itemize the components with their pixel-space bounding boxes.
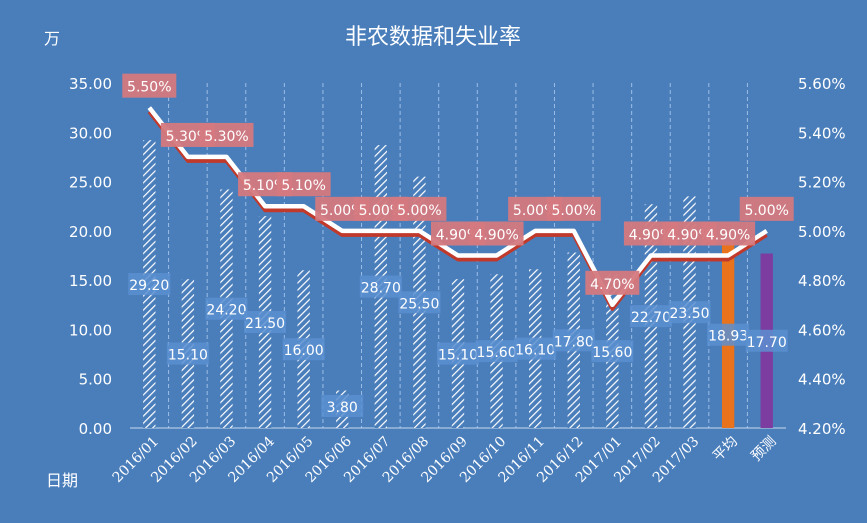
- bar-data-label: 3.80: [327, 400, 358, 416]
- bar-data-label-bg: [629, 305, 672, 328]
- line-data-label: 4.90%: [667, 228, 711, 244]
- bar-data-label: 15.60: [477, 345, 517, 361]
- y-tick-label-right: 5.60%: [798, 75, 846, 93]
- line-data-label-bg: [546, 196, 601, 221]
- line-data-label: 4.70%: [590, 277, 634, 293]
- x-axis-title: 日期: [46, 471, 78, 490]
- bar-data-label: 25.50: [399, 296, 439, 312]
- line-data-label-bg: [585, 270, 640, 295]
- bar-data-label: 21.50: [245, 316, 285, 332]
- bar-data-label-bg: [437, 342, 479, 365]
- y-tick-label-left: 25.00: [69, 174, 112, 192]
- y-tick-label-right: 5.40%: [798, 124, 846, 142]
- bar-data-label-bg: [745, 329, 788, 352]
- bar-data-label: 18.93: [708, 329, 748, 345]
- x-tick-label: 预测: [748, 434, 779, 465]
- line-data-label: 5.10%: [281, 178, 325, 194]
- bar-data-label: 22.70: [631, 310, 671, 326]
- line-data-label: 5.10%: [243, 178, 287, 194]
- bar-data-label: 16.00: [284, 343, 324, 359]
- line-data-label: 5.00%: [513, 203, 557, 219]
- line-data-label-bg: [469, 221, 524, 246]
- bar-data-label-bg: [668, 301, 711, 324]
- y-tick-label-left: 35.00: [69, 75, 112, 93]
- bar-data-label: 29.20: [129, 278, 169, 294]
- x-tick-label: 平均: [710, 434, 741, 465]
- line-data-label: 4.90%: [706, 228, 750, 244]
- line-data-label: 5.30%: [166, 129, 210, 145]
- bar-data-label: 15.10: [168, 348, 208, 364]
- line-data-label-bg: [392, 196, 447, 221]
- line-data-label: 5.50%: [127, 80, 171, 96]
- line-data-label: 5.00%: [397, 203, 441, 219]
- bar-data-label: 16.10: [515, 343, 555, 359]
- line-data-label: 5.00%: [359, 203, 403, 219]
- line-data-label-bg: [276, 172, 331, 197]
- y-tick-label-right: 4.80%: [798, 272, 846, 290]
- bar-data-label-bg: [166, 342, 209, 365]
- line-data-label: 5.30%: [204, 129, 248, 145]
- line-data-label: 4.90%: [629, 228, 673, 244]
- line-data-label: 4.90%: [436, 228, 480, 244]
- y-tick-label-right: 5.00%: [798, 223, 846, 241]
- bar-data-label-bg: [552, 329, 595, 352]
- bar-data-label: 15.60: [592, 345, 632, 361]
- line-data-label: 4.90%: [474, 228, 518, 244]
- line-data-label-bg: [739, 196, 794, 221]
- y-tick-label-left: 20.00: [69, 223, 112, 241]
- line-data-label-bg: [122, 73, 177, 98]
- left-axis-unit: 万: [44, 29, 60, 48]
- y-tick-label-left: 15.00: [69, 272, 112, 290]
- bar-data-label-bg: [282, 338, 325, 361]
- bar-data-label-bg: [128, 273, 171, 296]
- bar-data-label-bg: [321, 395, 364, 417]
- line-data-label-bg: [199, 122, 254, 147]
- y-tick-label-left: 10.00: [69, 321, 112, 339]
- line-data-label: 5.00%: [744, 203, 788, 219]
- bar-data-label: 17.80: [554, 334, 594, 350]
- y-tick-label-left: 30.00: [69, 124, 112, 142]
- bar-data-label-bg: [359, 275, 402, 298]
- bar-data-label: 15.10: [438, 348, 478, 364]
- bar-data-label: 24.20: [206, 303, 246, 319]
- y-tick-label-right: 4.20%: [798, 420, 846, 438]
- bar-data-label-bg: [707, 323, 750, 346]
- y-tick-label-right: 4.60%: [798, 321, 846, 339]
- bar-data-label: 23.50: [669, 306, 709, 322]
- y-tick-label-right: 4.40%: [798, 371, 846, 389]
- line-data-label: 5.00%: [320, 203, 364, 219]
- y-tick-label-left: 0.00: [79, 420, 112, 438]
- bar-data-label-bg: [398, 291, 441, 314]
- y-tick-label-right: 5.20%: [798, 174, 846, 192]
- bar-data-label-bg: [475, 340, 518, 363]
- bar-data-label: 17.70: [747, 335, 787, 351]
- line-data-label: 5.00%: [552, 203, 596, 219]
- bar-data-label-bg: [205, 297, 248, 320]
- bar-data-label-bg: [591, 340, 634, 363]
- y-tick-label-left: 5.00: [79, 371, 112, 389]
- bar-data-label-bg: [514, 337, 557, 360]
- bar-data-label-bg: [244, 311, 287, 334]
- bar-data-label: 28.70: [361, 281, 401, 297]
- line-data-label-bg: [701, 221, 756, 246]
- chart-title: 非农数据和失业率: [345, 25, 521, 50]
